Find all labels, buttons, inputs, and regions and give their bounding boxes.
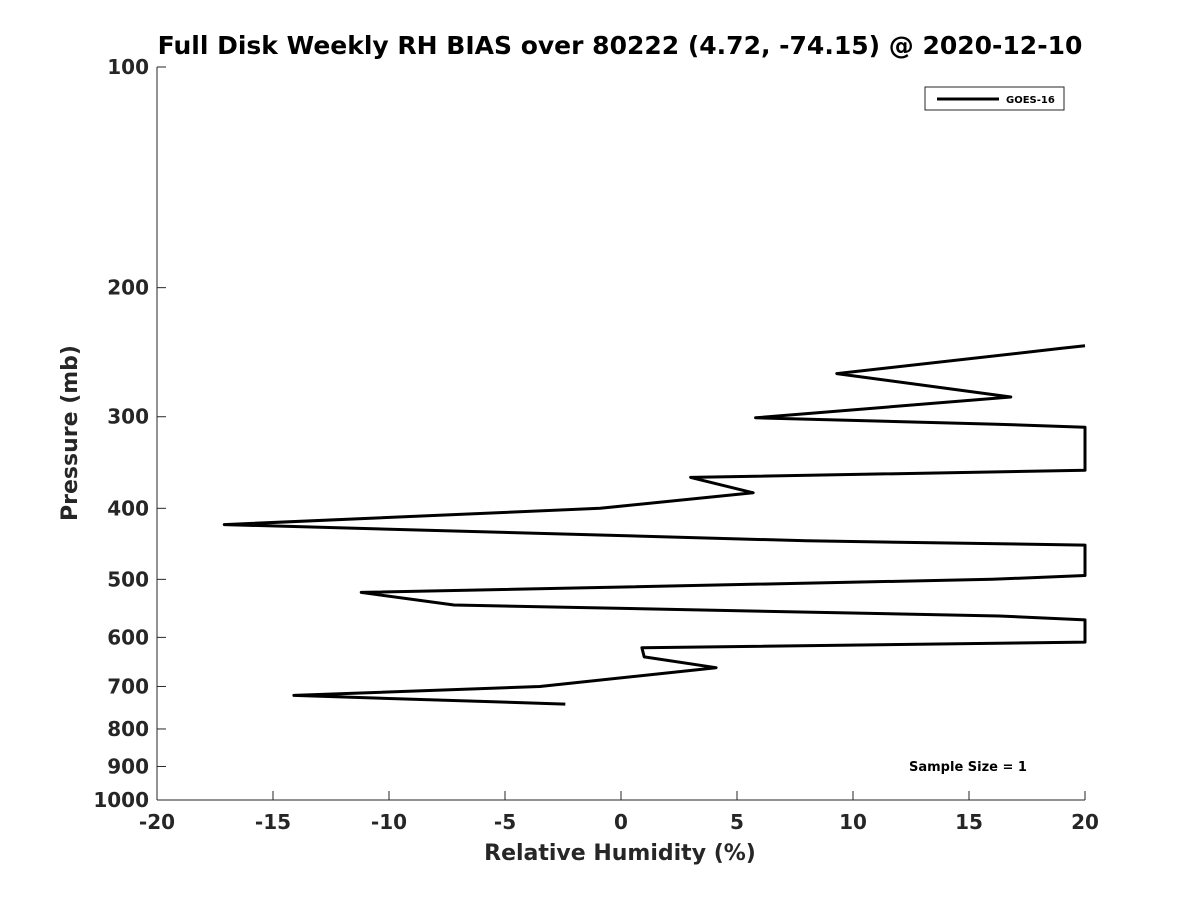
y-tick-label: 500 (107, 567, 149, 591)
y-tick-label: 700 (107, 674, 149, 698)
series-line-goes-16 (222, 344, 1087, 706)
y-axis-label: Pressure (mb) (58, 345, 83, 521)
x-tick-label: -5 (494, 810, 516, 834)
y-tick-label: 200 (107, 276, 149, 300)
x-axis-label: Relative Humidity (%) (484, 841, 756, 866)
legend: GOES-16 (924, 86, 1065, 111)
series-group (222, 344, 1087, 706)
y-tick-label: 800 (107, 717, 149, 741)
y-tick-label: 400 (107, 496, 149, 520)
x-tick-label: 5 (730, 810, 744, 834)
chart-title: Full Disk Weekly RH BIAS over 80222 (4.7… (158, 31, 1083, 60)
y-tick-label: 900 (107, 754, 149, 778)
x-tick-label: 0 (614, 810, 628, 834)
x-tick-label: 10 (839, 810, 867, 834)
y-tick-label: 1000 (93, 788, 149, 812)
plot-axes: -20 -15 -10 -5 0 5 10 15 20 100 200 300 400 500 600 700… (93, 55, 1099, 834)
annotation-sample-size: Sample Size = 1 (909, 760, 1027, 775)
y-tick-label: 600 (107, 625, 149, 649)
x-tick-label: -10 (371, 810, 407, 834)
y-tick-label: 300 (107, 405, 149, 429)
x-tick-label: -20 (139, 810, 175, 834)
x-tick-label: -15 (255, 810, 291, 834)
y-tick-label: 100 (107, 55, 149, 79)
x-tick-label: 15 (955, 810, 983, 834)
x-tick-label: 20 (1071, 810, 1099, 834)
legend-label: GOES-16 (1006, 95, 1055, 106)
